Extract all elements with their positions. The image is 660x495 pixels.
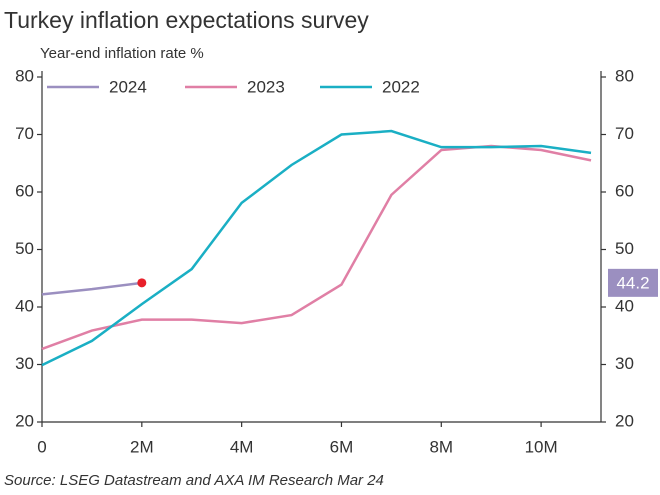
- y2-tick-label: 70: [615, 124, 634, 143]
- legend-label: 2022: [382, 77, 420, 96]
- chart-subtitle: Year-end inflation rate %: [40, 45, 204, 62]
- x-tick-label: 0: [37, 437, 46, 456]
- legend-label: 2024: [109, 77, 147, 96]
- y2-tick-label: 80: [615, 66, 634, 85]
- y2-tick-label: 40: [615, 296, 634, 315]
- source: Source: LSEG Datastream and AXA IM Resea…: [4, 472, 384, 489]
- y-tick-label: 70: [15, 124, 34, 143]
- y2-tick-label: 60: [615, 181, 634, 200]
- y-tick-label: 30: [15, 354, 34, 373]
- y-tick-label: 50: [15, 239, 34, 258]
- y2-tick-label: 20: [615, 411, 634, 430]
- chart-title: Turkey inflation expectations survey: [4, 7, 369, 33]
- highlight-point: [137, 278, 147, 288]
- y-tick-label: 20: [15, 411, 34, 430]
- series-line: [41, 129, 592, 367]
- y-tick-label: 40: [15, 296, 34, 315]
- last-value-label: 44.2: [616, 273, 649, 292]
- y-tick-label: 60: [15, 181, 34, 200]
- y2-tick-label: 50: [615, 239, 634, 258]
- y2-tick-label: 30: [615, 354, 634, 373]
- last-value-box: [608, 268, 658, 297]
- y-tick-label: 80: [15, 66, 34, 85]
- x-tick-label: 2M: [130, 437, 154, 456]
- series-line: [41, 281, 142, 296]
- x-tick-label: 6M: [330, 437, 354, 456]
- x-tick-label: 10M: [525, 437, 558, 456]
- x-tick-label: 4M: [230, 437, 254, 456]
- x-tick-label: 8M: [429, 437, 453, 456]
- legend-label: 2023: [247, 77, 285, 96]
